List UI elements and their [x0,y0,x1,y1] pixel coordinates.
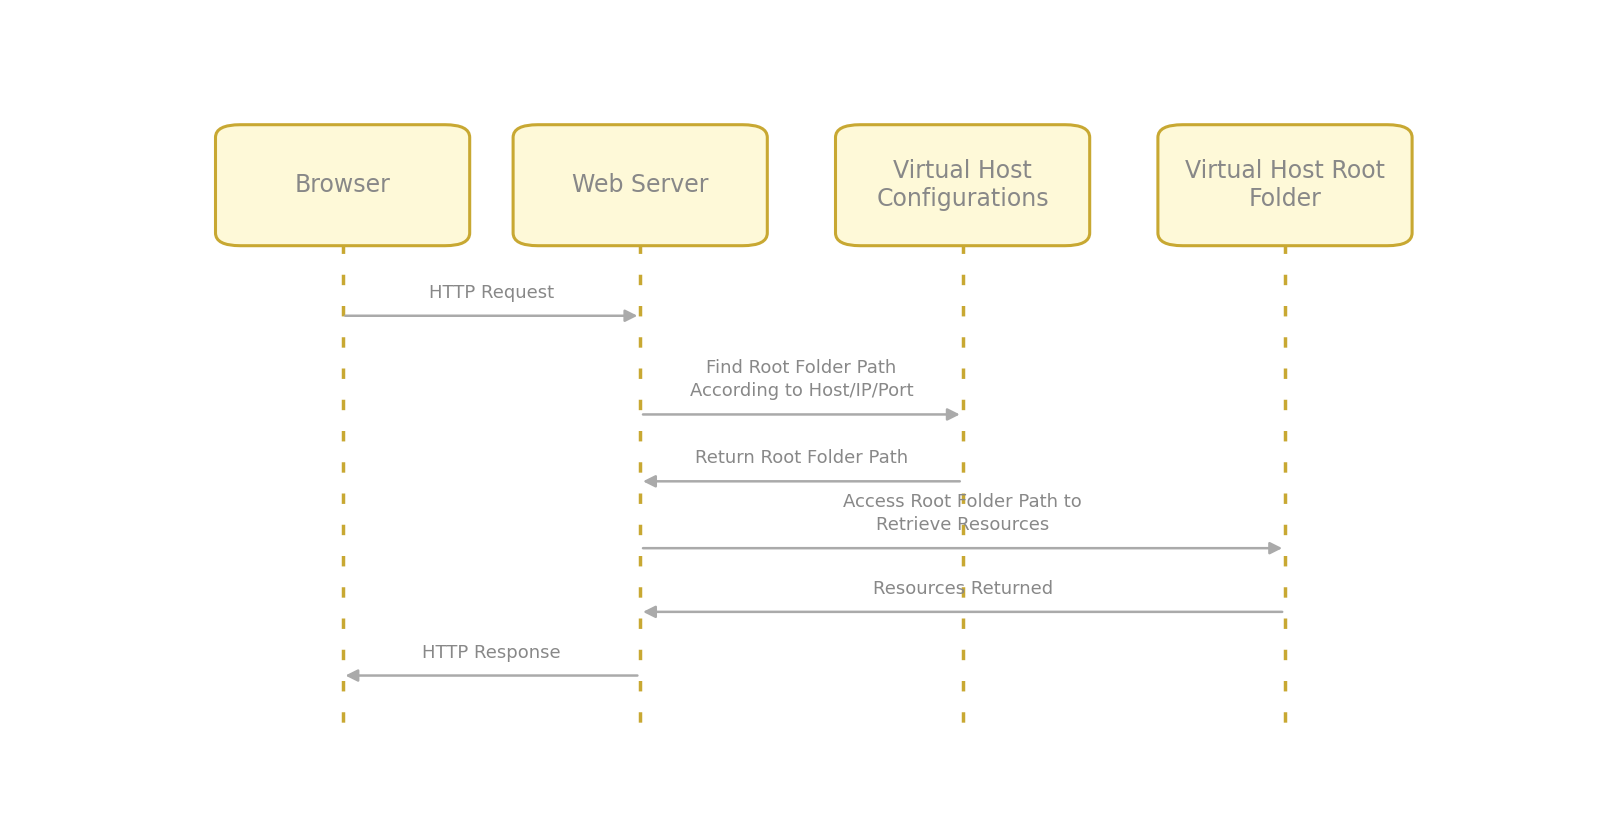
Text: HTTP Response: HTTP Response [422,643,560,662]
Text: Virtual Host
Configurations: Virtual Host Configurations [877,160,1050,211]
Text: Browser: Browser [294,173,390,197]
Text: Resources Returned: Resources Returned [872,580,1053,598]
FancyBboxPatch shape [835,125,1090,246]
Text: Web Server: Web Server [571,173,709,197]
Text: Virtual Host Root
Folder: Virtual Host Root Folder [1186,160,1386,211]
Text: Access Root Folder Path to
Retrieve Resources: Access Root Folder Path to Retrieve Reso… [843,493,1082,534]
Text: HTTP Request: HTTP Request [429,284,554,302]
FancyBboxPatch shape [514,125,768,246]
Text: Find Root Folder Path
According to Host/IP/Port: Find Root Folder Path According to Host/… [690,359,914,400]
Text: Return Root Folder Path: Return Root Folder Path [694,449,907,467]
FancyBboxPatch shape [1158,125,1413,246]
FancyBboxPatch shape [216,125,470,246]
